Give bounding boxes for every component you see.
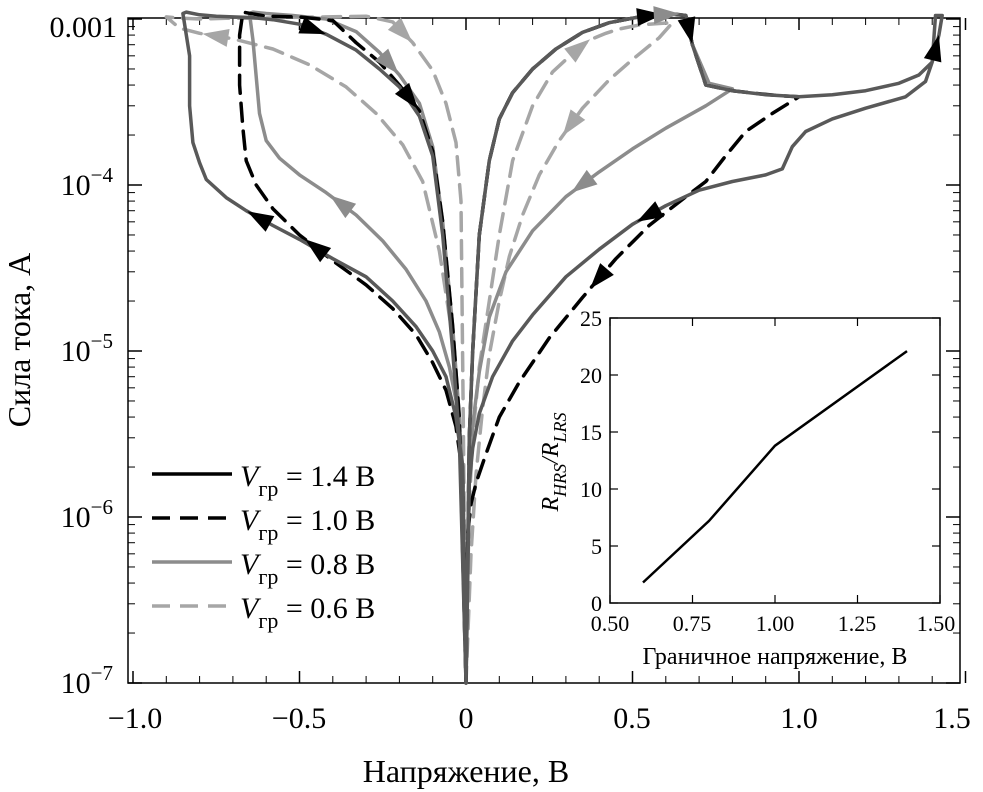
direction-arrow bbox=[590, 263, 614, 289]
x-axis-title: Напряжение, В bbox=[363, 753, 569, 789]
inset-y-tick-25: 25 bbox=[580, 306, 602, 331]
direction-arrow bbox=[636, 8, 664, 26]
inset-x-tick-100: 1.00 bbox=[756, 611, 795, 636]
x-tick-label-15: 1.5 bbox=[933, 702, 971, 735]
direction-arrow bbox=[387, 17, 413, 43]
x-tick-label-1: 1.0 bbox=[780, 702, 818, 735]
inset-y-tick-20: 20 bbox=[580, 363, 602, 388]
inset-y-axis-title: RHRS/RLRS bbox=[538, 412, 570, 512]
inset-y-tick-10: 10 bbox=[580, 477, 602, 502]
inset-x-axis-title: Граничное напряжение, В bbox=[643, 644, 908, 670]
y-tick-label-1e-7: 10−7 bbox=[61, 661, 113, 700]
x-tick-label-neg1: −1.0 bbox=[108, 702, 162, 735]
inset-series-group bbox=[642, 350, 908, 584]
direction-arrow bbox=[923, 35, 942, 63]
y-axis-title: Сила тока, А bbox=[1, 253, 37, 428]
inset-y-tick-0: 0 bbox=[591, 591, 602, 616]
inset-y-tick-5: 5 bbox=[591, 534, 602, 559]
x-tick-label-0: 0 bbox=[459, 702, 474, 735]
inset-x-tick-050: 0.50 bbox=[591, 611, 630, 636]
legend-label-1: Vгр = 1.4 В bbox=[240, 460, 375, 501]
series-line-4 bbox=[164, 14, 675, 685]
x-tick-label-neg05: −0.5 bbox=[272, 702, 326, 735]
direction-arrow bbox=[298, 16, 326, 35]
inset-x-tick-150: 1.50 bbox=[917, 611, 956, 636]
direction-arrow bbox=[636, 201, 664, 222]
series-line-2 bbox=[237, 10, 801, 685]
inset-x-tick-125: 1.25 bbox=[838, 611, 877, 636]
y-tick-labels: 10−7 10−6 10−5 10−4 0.001 bbox=[50, 11, 118, 700]
main-series-group bbox=[164, 10, 944, 685]
inset-x-tick-075: 0.75 bbox=[673, 611, 712, 636]
direction-arrow bbox=[564, 39, 591, 63]
legend-label-3: Vгр = 0.8 В bbox=[240, 548, 375, 589]
direction-arrow bbox=[305, 239, 332, 263]
x-tick-label-05: 0.5 bbox=[613, 702, 651, 735]
direction-arrow bbox=[202, 29, 230, 47]
legend-label-4: Vгр = 0.6 В bbox=[240, 592, 375, 633]
y-tick-label-1e-4: 10−4 bbox=[61, 163, 114, 202]
y-tick-label-1e-6: 10−6 bbox=[61, 495, 113, 534]
direction-arrow bbox=[394, 82, 418, 109]
inset-chart: 0 5 10 15 20 25 0.50 0.75 1.00 1.25 1.50… bbox=[538, 306, 955, 670]
inset-series-line-1 bbox=[642, 350, 908, 584]
legend-label-2: Vгр = 1.0 В bbox=[240, 504, 375, 545]
legend: Vгр = 1.4 В Vгр = 1.0 В Vгр = 0.8 В Vгр … bbox=[152, 460, 375, 633]
inset-axis-ticks bbox=[609, 317, 941, 604]
direction-arrow bbox=[329, 195, 357, 219]
direction-arrow bbox=[374, 48, 399, 75]
direction-arrow bbox=[653, 6, 680, 25]
direction-arrow bbox=[247, 211, 275, 232]
direction-arrow bbox=[562, 109, 586, 136]
direction-arrows bbox=[202, 6, 942, 289]
inset-y-tick-15: 15 bbox=[580, 420, 602, 445]
direction-arrow bbox=[677, 16, 696, 44]
inset-plot-frame bbox=[609, 317, 941, 604]
direction-arrow bbox=[571, 169, 598, 193]
series-line-1 bbox=[181, 10, 944, 685]
y-tick-label-1e-5: 10−5 bbox=[61, 329, 113, 368]
x-tick-labels: −1.0 −0.5 0 0.5 1.0 1.5 bbox=[108, 702, 971, 735]
y-tick-label-1e-3: 0.001 bbox=[50, 11, 118, 44]
